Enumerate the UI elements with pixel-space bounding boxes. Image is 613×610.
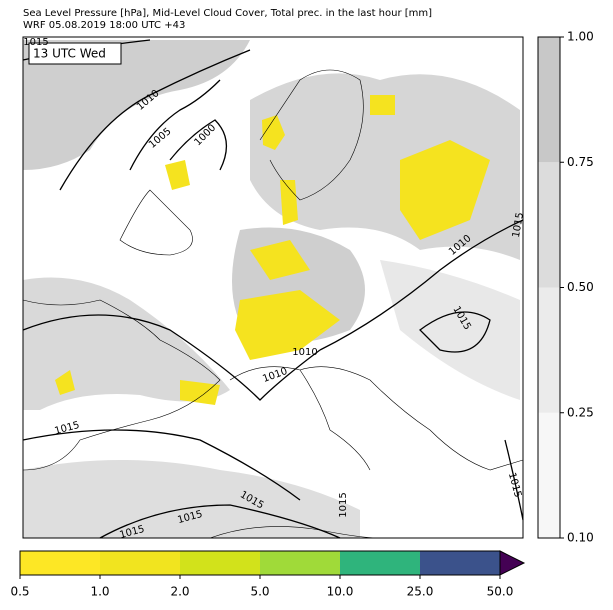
colorbar-band <box>260 551 340 575</box>
tick-label: 0.10 <box>567 531 594 545</box>
colorbar-band <box>538 412 560 538</box>
precip-areas <box>55 95 490 405</box>
colorbar-band <box>538 162 560 288</box>
colorbar-band <box>538 287 560 413</box>
tick-label: 5.0 <box>250 585 269 599</box>
isobar-label: 1010 <box>292 347 317 358</box>
time-label: 13 UTC Wed <box>33 47 106 61</box>
title-line: WRF 05.08.2019 18:00 UTC +43 <box>23 20 185 31</box>
tick-label: 25.0 <box>407 585 434 599</box>
tick-label: 0.25 <box>567 405 594 419</box>
colorbar-band <box>420 551 500 575</box>
title-line: Sea Level Pressure [hPa], Mid-Level Clou… <box>23 8 432 19</box>
isobar-label: 1015 <box>23 37 48 48</box>
tick-label: 1.00 <box>567 30 594 44</box>
isobar-label: 1015 <box>511 212 526 239</box>
tick-label: 0.5 <box>10 585 29 599</box>
colorbar-band <box>100 551 180 575</box>
tick-label: 2.0 <box>170 585 189 599</box>
isobar-label: 1015 <box>338 492 349 517</box>
colorbar-band <box>538 37 560 163</box>
tick-label: 0.75 <box>567 155 594 169</box>
cloud-colorbar: 0.10 0.25 0.50 0.75 1.00 <box>537 30 594 545</box>
precip-colorbar: 0.5 1.0 2.0 5.0 10.0 25.0 50.0 <box>10 550 526 599</box>
coastlines <box>22 69 524 539</box>
tick-label: 50.0 <box>487 585 514 599</box>
colorbar-extend <box>499 550 526 576</box>
tick-label: 10.0 <box>327 585 354 599</box>
time-label-box <box>28 42 122 65</box>
map: 13 UTC Wed <box>22 36 524 539</box>
colorbar-band <box>20 551 100 575</box>
tick-label: 0.50 <box>567 280 594 294</box>
tick-label: 1.0 <box>90 585 109 599</box>
colorbar-band <box>340 551 420 575</box>
colorbar-band <box>180 551 260 575</box>
isobars <box>22 39 524 539</box>
